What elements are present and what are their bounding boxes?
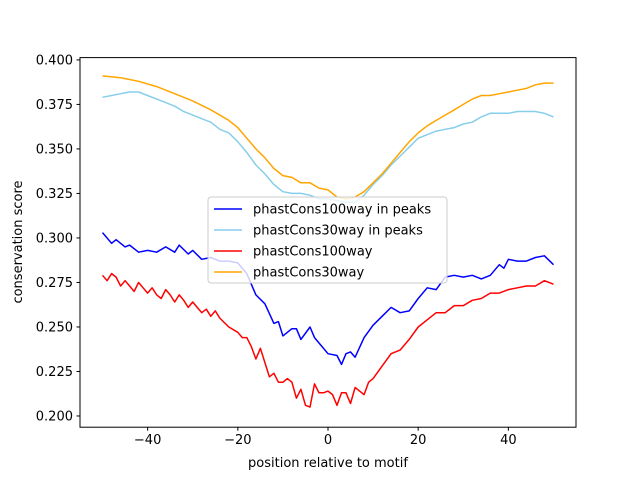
legend-label-0: phastCons100way in peaks — [253, 203, 431, 218]
legend-label-1: phastCons30way in peaks — [253, 224, 423, 239]
series-line-0 — [101, 232, 555, 366]
y-tick-label: 0.350 — [36, 142, 73, 157]
y-tick-label: 0.275 — [36, 276, 73, 291]
legend: phastCons100way in peaks phastCons30way i… — [207, 196, 448, 284]
series-line-3 — [102, 75, 554, 200]
x-tick-label: −40 — [134, 433, 161, 448]
x-tick-label: 20 — [410, 433, 427, 448]
x-tick-label: 40 — [500, 433, 517, 448]
y-tick-label: 0.375 — [36, 98, 73, 113]
y-tick-label: 0.250 — [36, 320, 73, 335]
y-axis-label: conservation score — [11, 180, 26, 303]
y-tick-label: 0.325 — [36, 187, 73, 202]
x-axis-label: position relative to motif — [248, 456, 408, 471]
legend-label-3: phastCons30way — [253, 266, 365, 281]
legend-box — [207, 196, 448, 284]
y-tick-label: 0.225 — [36, 365, 73, 380]
series-line-2 — [101, 272, 554, 408]
y-tick-label: 0.400 — [36, 53, 73, 68]
x-tick-label: −20 — [224, 433, 251, 448]
y-tick-label: 0.300 — [36, 231, 73, 246]
x-ticks: −40 −20 0 20 40 — [134, 427, 517, 448]
legend-label-2: phastCons100way — [253, 245, 373, 260]
y-ticks: 0.200 0.225 0.250 0.275 0.300 0.325 0.350 0.375… — [36, 53, 80, 424]
x-tick-label: 0 — [324, 433, 332, 448]
y-tick-label: 0.200 — [36, 409, 73, 424]
